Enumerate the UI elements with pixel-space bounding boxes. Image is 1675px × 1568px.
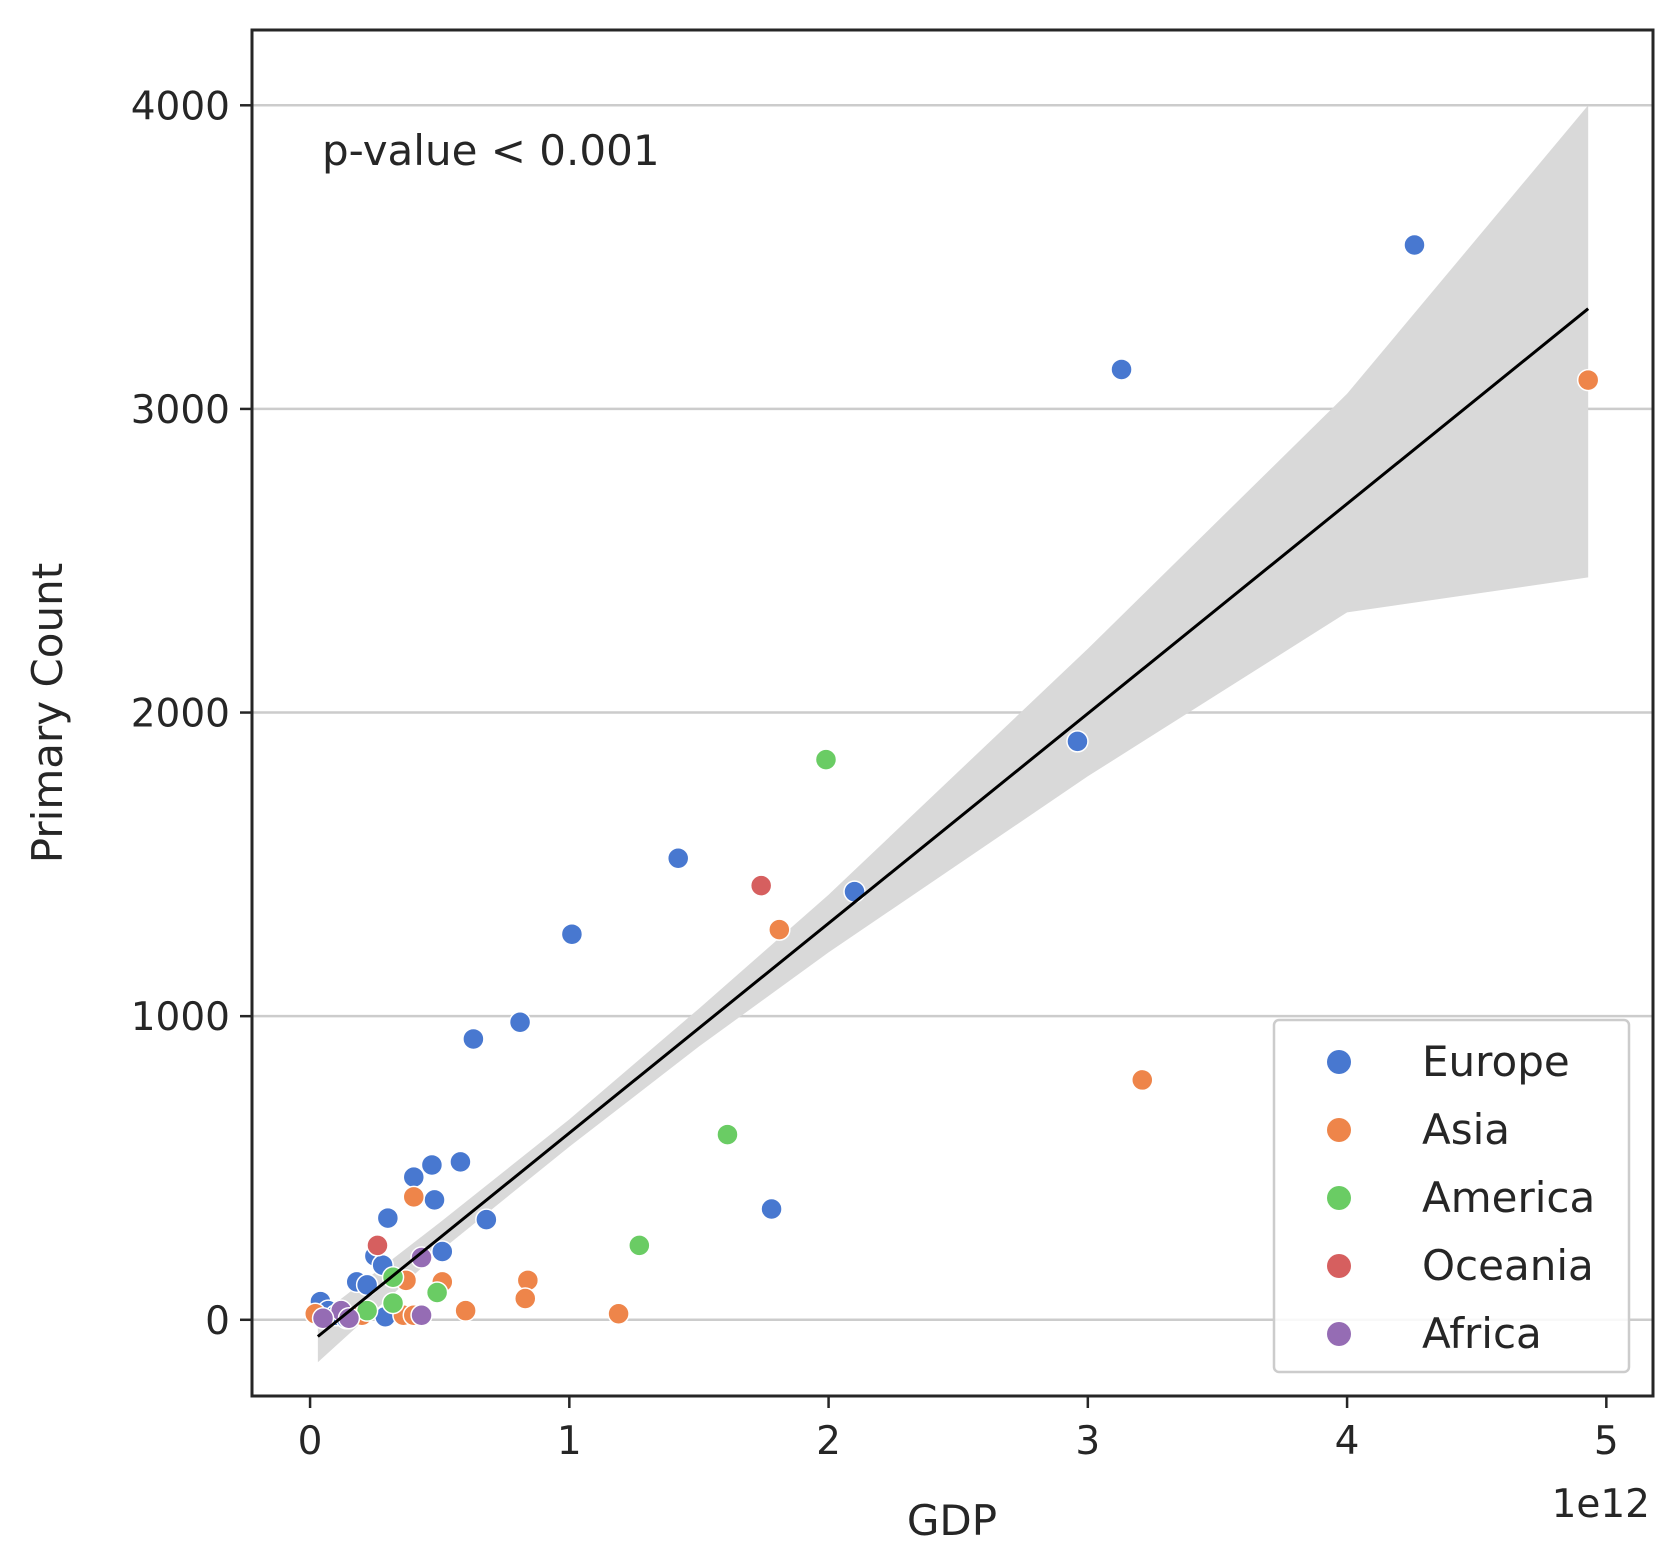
x-tick-label: 2 [816,1419,841,1464]
scatter-point [381,1291,405,1315]
scatter-point [607,1302,630,1325]
x-offset-label: 1e12 [1552,1482,1650,1527]
scatter-point [843,880,866,903]
scatter-point [628,1234,651,1257]
y-tick-label: 4000 [131,84,230,129]
annotation: p-value < 0.001 [322,126,660,175]
x-tick-label: 5 [1594,1419,1619,1464]
plot-frame [250,28,1655,1398]
scatter-point [475,1208,498,1231]
scatter-point [814,748,838,771]
y-tick-label: 0 [205,1299,230,1344]
scatter-point [454,1299,477,1322]
scatter-point [366,1234,389,1257]
x-tick-label: 0 [298,1419,323,1464]
scatter-point [1576,368,1600,392]
scatter-point [1066,730,1089,753]
scatter-point [749,874,773,897]
scatter-point [425,1281,449,1304]
x-tick-label: 4 [1335,1419,1360,1464]
scatter-point [560,922,584,946]
scatter-point [1131,1068,1154,1092]
x-tick-label: 3 [1075,1419,1100,1464]
scatter-point [311,1307,335,1330]
scatter-point [1110,358,1133,381]
scatter-point [410,1246,433,1269]
legend-label: Oceania [1422,1241,1594,1290]
legend-label: America [1422,1173,1595,1222]
y-tick-label: 2000 [131,692,230,737]
legend-marker [1327,1118,1351,1142]
confidence-band [317,105,1589,1363]
scatter-point [410,1303,433,1327]
scatter-point [716,1123,739,1146]
scatter-point [420,1153,444,1177]
scatter-point [508,1010,532,1034]
legend-label: Asia [1422,1105,1510,1154]
legend-label: Europe [1422,1037,1570,1086]
scatter-point [666,847,690,870]
y-axis-label: Primary Count [23,563,72,863]
regression-line [316,307,1590,1338]
scatter-point [514,1287,537,1310]
scatter-point [423,1188,446,1212]
y-tick-label: 1000 [131,995,230,1040]
legend-marker [1327,1254,1351,1278]
y-tick-label: 3000 [131,388,230,433]
scatter-point [768,918,791,941]
scatter-point [376,1206,400,1230]
legend-marker [1327,1050,1351,1074]
scatter-point [760,1197,783,1221]
scatter-point [402,1165,426,1189]
scatter-point [431,1240,454,1263]
scatter-point [449,1150,472,1174]
legend-label: Africa [1422,1309,1542,1358]
scatter-point [1403,233,1426,257]
legend-box [1272,1018,1631,1374]
x-axis-label: GDP [907,1496,997,1545]
legend-marker [1327,1186,1351,1210]
scatter-point [462,1027,485,1051]
legend-marker [1327,1322,1351,1346]
scatter-point [402,1185,426,1209]
x-tick-label: 1 [557,1419,582,1464]
